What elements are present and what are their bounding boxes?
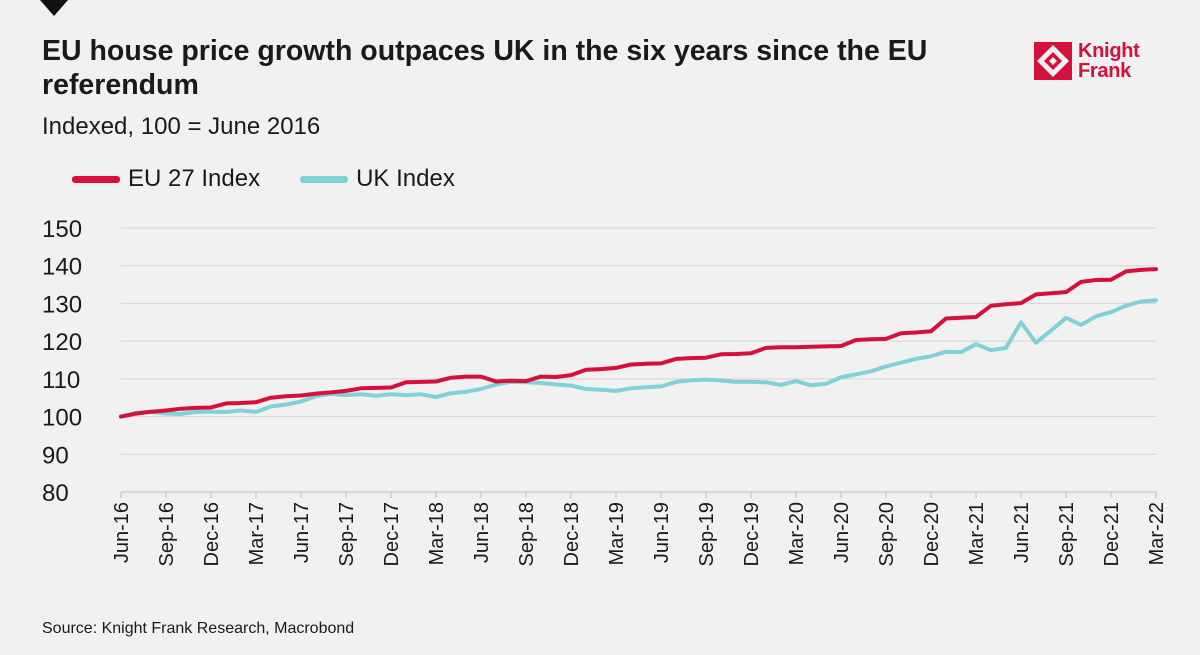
x-tick-label: Sep-19: [696, 502, 718, 567]
y-tick-label: 140: [42, 254, 82, 281]
x-tick-label: Mar-17: [246, 502, 268, 565]
x-tick-label: Mar-19: [606, 502, 628, 565]
x-tick-label: Sep-16: [156, 502, 178, 567]
x-tick-label: Mar-22: [1146, 502, 1168, 565]
x-tick-label: Sep-18: [516, 502, 538, 567]
x-tick-label: Dec-17: [381, 502, 403, 566]
series-line-uk-index: [119, 298, 1158, 419]
y-tick-label: 110: [42, 367, 80, 394]
x-tick-label: Jun-19: [651, 502, 673, 563]
x-tick-label: Jun-18: [471, 502, 493, 563]
x-tick-label: Dec-20: [921, 502, 943, 566]
x-tick-label: Dec-16: [201, 502, 223, 566]
x-tick-label: Jun-17: [291, 502, 313, 563]
logo-word-knight: Knight: [1078, 40, 1140, 62]
x-tick-label: Sep-20: [876, 502, 898, 567]
legend-label-uk: UK Index: [356, 165, 455, 192]
y-tick-label: 130: [42, 291, 82, 318]
knight-frank-logo-text: Knight Frank: [1078, 41, 1140, 81]
chart-title: EU house price growth outpaces UK in the…: [42, 35, 928, 101]
x-tick-label: Jun-20: [831, 502, 853, 563]
x-tick-label: Mar-18: [426, 502, 448, 565]
legend-label-eu: EU 27 Index: [128, 165, 261, 192]
x-tick-label: Mar-21: [966, 502, 988, 565]
series-line-eu-27-index: [119, 267, 1158, 419]
y-tick-label: 100: [42, 405, 82, 432]
legend-item-eu: EU 27 Index: [72, 165, 260, 193]
x-tick-label: Mar-20: [786, 502, 808, 565]
y-tick-label: 80: [42, 480, 69, 507]
legend-swatch-eu: [72, 175, 120, 183]
y-tick-label: 120: [42, 329, 82, 356]
x-tick-label: Dec-18: [561, 502, 583, 566]
knight-frank-logo-mark-icon: [1034, 42, 1072, 80]
corner-marker: [40, 0, 68, 16]
chart-subtitle: Indexed, 100 = June 2016: [42, 113, 321, 140]
logo-word-frank: Frank: [1078, 60, 1131, 82]
x-tick-label: Dec-19: [741, 502, 763, 566]
legend-item-uk: UK Index: [300, 165, 455, 193]
chart-legend: EU 27 Index UK Index: [72, 165, 495, 193]
y-tick-label: 90: [42, 442, 69, 469]
x-tick-label: Jun-16: [111, 502, 133, 563]
y-tick-label: 150: [42, 216, 82, 243]
knight-frank-logo: Knight Frank: [1034, 41, 1140, 81]
x-tick-label: Dec-21: [1101, 502, 1123, 566]
x-tick-label: Jun-21: [1011, 502, 1033, 563]
x-tick-label: Sep-17: [336, 502, 358, 567]
source-note: Source: Knight Frank Research, Macrobond: [42, 620, 355, 637]
x-tick-label: Sep-21: [1056, 502, 1078, 567]
legend-swatch-uk: [300, 175, 349, 183]
